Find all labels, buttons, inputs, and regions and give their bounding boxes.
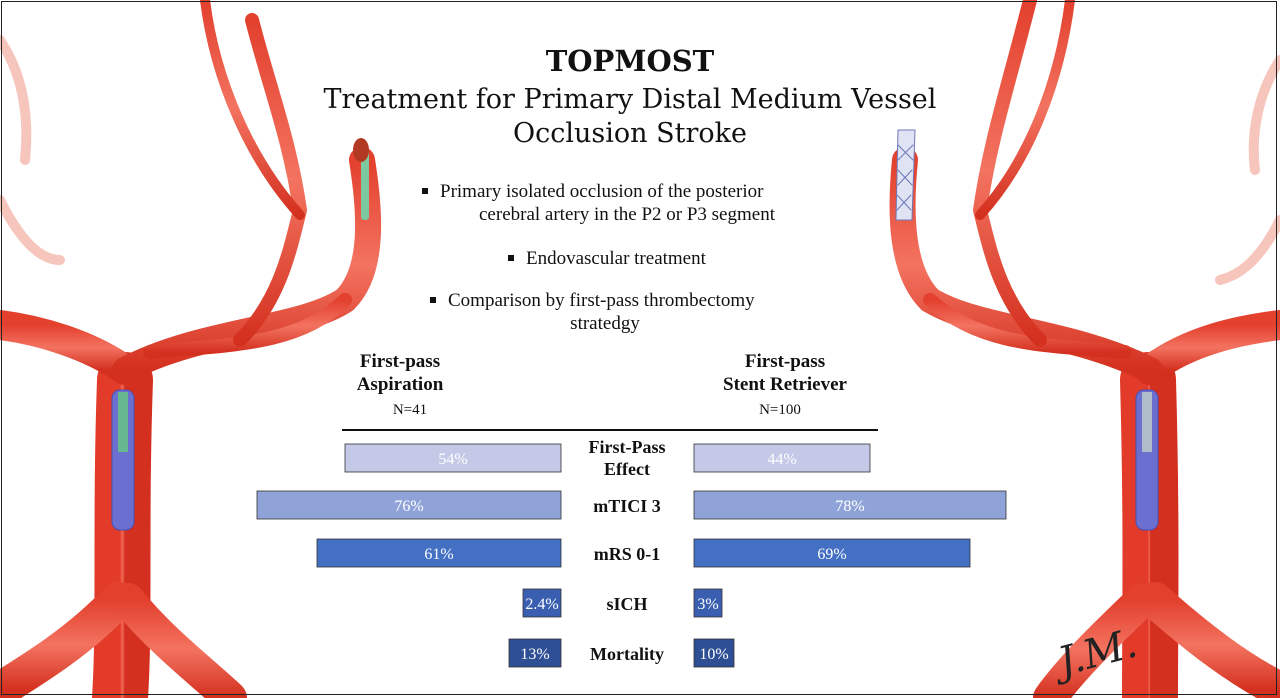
bar-label-stent-retriever: 78% <box>835 498 864 515</box>
group-header-aspiration: First-pass Aspiration <box>330 350 470 396</box>
bullet-square-icon <box>430 296 436 303</box>
bar-stent-retriever <box>693 538 971 568</box>
figure-title: TOPMOST <box>545 44 715 78</box>
group-header-line: First-pass <box>359 351 441 372</box>
bar-aspiration <box>508 638 562 668</box>
bar-stent-retriever <box>693 490 1007 520</box>
bar-aspiration <box>344 443 562 473</box>
bullet-text-continued: stratedgy <box>570 313 640 334</box>
left-artery-illustration <box>0 0 382 698</box>
bar-aspiration <box>256 490 562 520</box>
group-n-stent-retriever: N=100 <box>759 402 801 418</box>
bar-label-aspiration: 76% <box>394 498 423 515</box>
bar-stent-retriever <box>693 638 735 668</box>
group-header-line: First-pass <box>744 351 826 372</box>
bullet-text: Comparison by first-pass thrombectomy <box>448 290 755 311</box>
bullet-text: Endovascular treatment <box>526 248 706 269</box>
group-header-line: Stent Retriever <box>723 374 847 395</box>
bar-label-aspiration: 61% <box>424 546 453 563</box>
bullet-square-icon <box>422 187 428 194</box>
category-label: mTICI 3 <box>593 496 661 516</box>
bar-aspiration <box>316 538 562 568</box>
bar-label-stent-retriever: 10% <box>699 646 728 663</box>
bar-label-aspiration: 2.4% <box>525 596 558 613</box>
category-label: First-Pass Effect <box>589 437 666 479</box>
category-label: Mortality <box>590 644 664 664</box>
bar-label-stent-retriever: 3% <box>697 596 718 613</box>
bar-stent-retriever <box>693 443 871 473</box>
bullet-item: Comparison by first-pass thrombectomy st… <box>430 289 840 335</box>
bar-stent-retriever <box>693 588 723 618</box>
category-label: sICH <box>606 594 647 614</box>
figure-subtitle: Treatment for Primary Distal Medium Vess… <box>323 84 937 149</box>
bar-label-stent-retriever: 69% <box>817 546 846 563</box>
group-header-stent-retriever: First-pass Stent Retriever <box>690 350 880 396</box>
bar-aspiration <box>522 588 562 618</box>
header-divider <box>342 429 878 431</box>
right-artery-illustration <box>889 0 1280 698</box>
bullet-text: Primary isolated occlusion of the poster… <box>440 181 764 202</box>
bar-label-stent-retriever: 44% <box>767 451 796 468</box>
bar-label-aspiration: 54% <box>438 451 467 468</box>
bullet-item: Primary isolated occlusion of the poster… <box>422 180 862 226</box>
bullet-text-continued: cerebral artery in the P2 or P3 segment <box>479 204 775 225</box>
group-header-line: Aspiration <box>356 374 444 395</box>
bar-label-aspiration: 13% <box>520 646 549 663</box>
bullet-square-icon <box>508 254 514 261</box>
group-n-aspiration: N=41 <box>392 402 428 418</box>
bullet-item: Endovascular treatment <box>508 247 706 270</box>
category-label: mRS 0-1 <box>594 544 661 564</box>
